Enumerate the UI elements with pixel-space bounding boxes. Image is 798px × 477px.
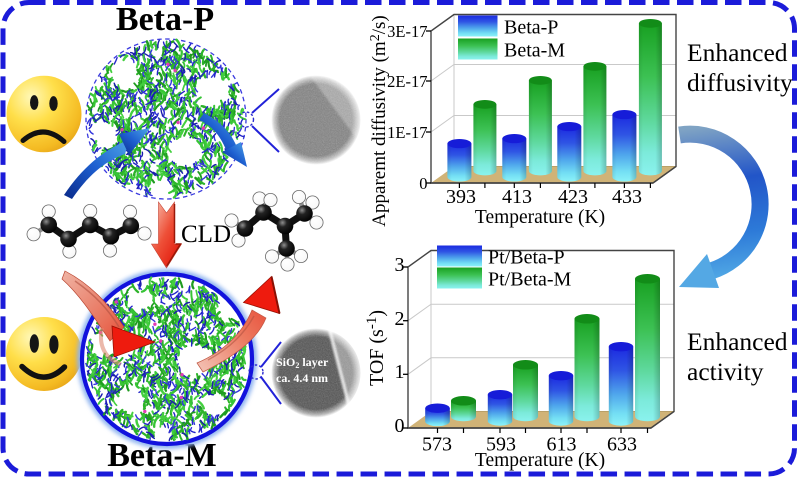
svg-text:Apparemt diffusivity (m2/s): Apparemt diffusivity (m2/s): [368, 15, 390, 226]
svg-text:Temperature (K): Temperature (K): [475, 450, 605, 471]
svg-text:2: 2: [395, 308, 405, 330]
svg-text:633: 633: [607, 434, 637, 456]
svg-text:413: 413: [502, 186, 532, 208]
svg-text:Pt/Beta-M: Pt/Beta-M: [488, 269, 572, 291]
svg-text:433: 433: [612, 186, 642, 208]
svg-text:1E-17: 1E-17: [387, 123, 427, 142]
svg-text:0: 0: [419, 174, 427, 193]
svg-text:Beta-P: Beta-P: [504, 17, 558, 39]
svg-text:3E-17: 3E-17: [387, 22, 427, 41]
svg-text:3: 3: [395, 254, 405, 276]
svg-text:Beta-M: Beta-M: [504, 40, 565, 62]
svg-text:393: 393: [446, 186, 476, 208]
svg-text:Pt/Beta-P: Pt/Beta-P: [488, 247, 565, 269]
svg-text:1: 1: [395, 361, 405, 383]
svg-text:2E-17: 2E-17: [387, 72, 427, 91]
svg-text:0: 0: [395, 415, 405, 437]
svg-text:diffusivity: diffusivity: [687, 68, 793, 97]
svg-text:423: 423: [558, 186, 588, 208]
svg-text:Temperature (K): Temperature (K): [475, 207, 605, 228]
svg-text:573: 573: [422, 434, 452, 456]
svg-text:613: 613: [547, 434, 577, 456]
svg-text:SiO2 layer: SiO2 layer: [276, 355, 329, 370]
svg-text:Beta-P: Beta-P: [116, 1, 214, 38]
svg-text:activity: activity: [687, 357, 764, 386]
svg-text:ca. 4.4 nm: ca. 4.4 nm: [276, 371, 328, 385]
svg-text:Enhanced: Enhanced: [687, 38, 788, 67]
svg-text:CLD: CLD: [181, 221, 231, 248]
svg-text:Enhanced: Enhanced: [687, 327, 788, 356]
svg-text:593: 593: [486, 434, 516, 456]
